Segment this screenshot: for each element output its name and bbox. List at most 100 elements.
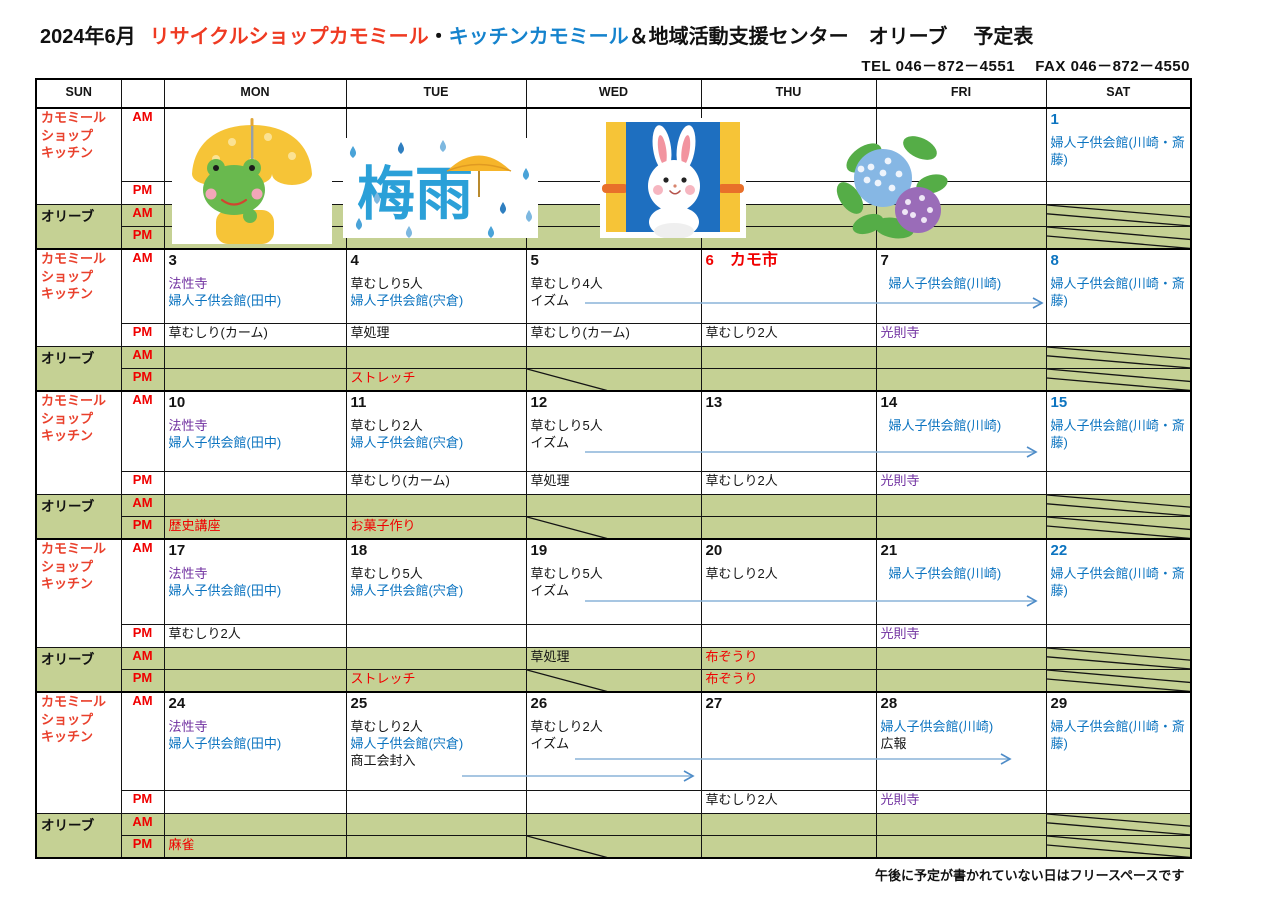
- day-number: 29: [1051, 694, 1187, 712]
- day-number: 7: [881, 251, 1042, 269]
- olive-center-label: オリーブ: [35, 203, 122, 250]
- day-number: 27: [706, 694, 872, 712]
- day-number: 28: [881, 694, 1042, 712]
- events: 草むしり5人 イズム: [531, 418, 697, 452]
- olive-cell: 草処理: [525, 646, 702, 670]
- day-cell: 28 婦人子供会館(川崎) 広報: [875, 691, 1047, 791]
- strikethrough-lines: [1047, 347, 1191, 368]
- events: 草むしり2人: [706, 325, 872, 342]
- pm-label: PM: [120, 515, 165, 540]
- day-header-mon: MON: [163, 78, 347, 109]
- day-cell: 光則寺: [875, 322, 1047, 347]
- day-cell: [1045, 470, 1192, 495]
- olive-cell: [700, 812, 877, 836]
- olive-cell: [700, 515, 877, 540]
- olive-cell: [700, 367, 877, 392]
- olive-cell: [875, 646, 1047, 670]
- olive-center-label: オリーブ: [35, 345, 122, 392]
- day-cell: 草むしり2人: [163, 623, 347, 648]
- olive-cell: [875, 834, 1047, 859]
- day-cell: 29 婦人子供会館(川崎・斎藤): [1045, 691, 1192, 791]
- day-cell: 25 草むしり2人 婦人子供会館(宍倉) 商工会封入: [345, 691, 527, 791]
- event-text: 婦人子供会館(川崎): [880, 719, 994, 735]
- events: 光則寺: [881, 473, 1042, 490]
- olive-cell: 麻雀: [163, 834, 347, 859]
- event-text: 草むしり5人: [350, 276, 423, 292]
- olive-cell: [163, 493, 347, 517]
- contact-tel-fax: TEL 046－872－4551 FAX 046－872－4550: [861, 58, 1190, 75]
- event-text: 法性寺: [168, 719, 208, 735]
- day-cell: 21 婦人子供会館(川崎): [875, 538, 1047, 625]
- day-cell: 10 法性寺 婦人子供会館(田中): [163, 390, 347, 472]
- strikethrough-lines: [1047, 369, 1191, 391]
- event-text: 婦人子供会館(川崎): [888, 276, 1002, 292]
- day-cell: [1045, 322, 1192, 347]
- olive-cell: [345, 834, 527, 859]
- events: 法性寺 婦人子供会館(田中): [169, 418, 342, 452]
- event-text: 草処理: [530, 648, 570, 664]
- day-cell: 27: [700, 691, 877, 791]
- title-olive-center: ＆地域活動支援センター オリーブ: [628, 26, 948, 48]
- event-text: 婦人子供会館(川崎): [888, 566, 1002, 582]
- kamomiru-shop-kitchen-label: カモミール ショップ キッチン: [35, 691, 122, 814]
- label-line: キッチン: [41, 428, 94, 444]
- events: 婦人子供会館(川崎・斎藤): [1051, 418, 1187, 452]
- day-header-sat: SAT: [1045, 78, 1192, 109]
- event-text: 草むしり2人: [350, 719, 423, 735]
- day-number-text: 24: [168, 695, 186, 712]
- olive-cell: [700, 493, 877, 517]
- day-number: 1: [1051, 110, 1187, 128]
- event-text: お菓子作り: [350, 517, 416, 533]
- day-number-text: 26: [530, 695, 548, 712]
- strikethrough-lines: [1047, 836, 1191, 858]
- event-text: 婦人子供会館(川崎・斎藤): [1050, 566, 1185, 599]
- day-number: 20: [706, 541, 872, 559]
- pm-label: PM: [120, 225, 165, 250]
- events: 草むしり2人: [706, 792, 872, 809]
- olive-cell: ストレッチ: [345, 367, 527, 392]
- olive-cell: [525, 812, 702, 836]
- event-text: 草むしり(カーム): [168, 324, 268, 340]
- day-cell: 22 婦人子供会館(川崎・斎藤): [1045, 538, 1192, 625]
- events: 草むしり5人 婦人子供会館(宍倉): [351, 276, 522, 310]
- kamomiru-shop-kitchen-label: カモミール ショップ キッチン: [35, 538, 122, 648]
- events: 婦人子供会館(川崎・斎藤): [1051, 719, 1187, 753]
- event-text: 婦人子供会館(田中): [168, 435, 282, 451]
- events: 草むしり(カーム): [351, 473, 522, 490]
- day-cell: 18 草むしり5人 婦人子供会館(宍倉): [345, 538, 527, 625]
- strikethrough-lines: [527, 369, 701, 391]
- event-text: 光則寺: [880, 472, 920, 488]
- day-header-thu: THU: [700, 78, 877, 109]
- event-text: 法性寺: [168, 566, 208, 582]
- pm-label: PM: [120, 623, 165, 648]
- events: 光則寺: [881, 325, 1042, 342]
- event-text: 草むしり2人: [705, 472, 778, 488]
- day-number: 6 カモ市: [705, 251, 872, 270]
- event-text: イズム: [530, 435, 570, 451]
- events: 婦人子供会館(川崎): [881, 566, 1042, 583]
- pm-label: PM: [120, 180, 165, 205]
- olive-cell: [345, 646, 527, 670]
- rainy-season-tsuyu-illustration: 梅雨: [343, 138, 538, 238]
- event-text: イズム: [530, 583, 570, 599]
- day-cell: [700, 623, 877, 648]
- label-line: ショップ: [41, 711, 94, 727]
- tsuyu-text: 梅雨: [357, 162, 473, 227]
- day-cell: 光則寺: [875, 470, 1047, 495]
- day-number: 10: [169, 393, 342, 411]
- event-text: 婦人子供会館(宍倉): [350, 736, 464, 752]
- day-cell: 草むしり2人: [700, 789, 877, 814]
- day-number: 12: [531, 393, 697, 411]
- event-text: 婦人子供会館(川崎・斎藤): [1050, 276, 1185, 309]
- olive-cell: [345, 812, 527, 836]
- day-number-text: 6: [705, 252, 714, 269]
- events: 麻雀: [169, 837, 342, 854]
- events: 草処理: [531, 473, 697, 490]
- events: 草処理: [351, 325, 522, 342]
- event-text: 草処理: [350, 324, 390, 340]
- rabbit-in-window-illustration: [600, 118, 746, 238]
- olive-center-label: オリーブ: [35, 812, 122, 859]
- events: 草むしり2人 婦人子供会館(宍倉): [351, 418, 522, 452]
- day-cell: 6 カモ市: [700, 248, 877, 324]
- events: 婦人子供会館(川崎): [881, 276, 1042, 293]
